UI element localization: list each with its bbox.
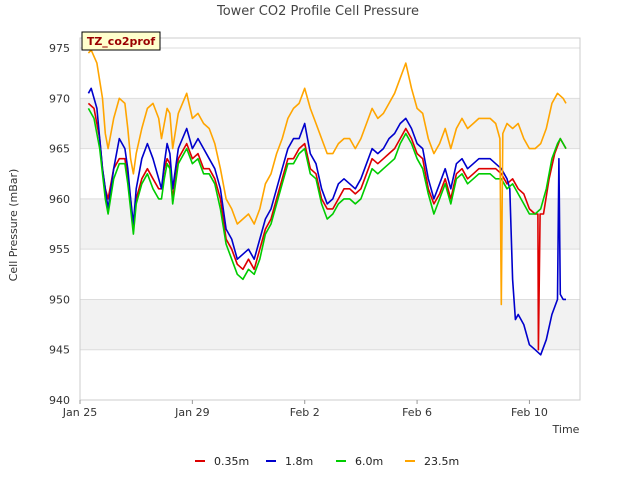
series-line-23-5m [87,49,567,306]
y-tick-label: 965 [49,143,70,156]
y-tick-label: 975 [49,42,70,55]
series-line-6-0m [87,108,567,281]
x-tick-label: Feb 10 [511,406,548,419]
legend-label: 1.8m [285,455,313,468]
x-tick-label: Feb 2 [290,406,320,419]
x-axis: Jan 25 Jan 29 Feb 2 Feb 6 Feb 10 [62,400,548,419]
x-tick-label: Jan 25 [62,406,97,419]
legend-label: 6.0m [355,455,383,468]
series-line-0-35m [87,102,567,351]
plot-area [79,37,581,401]
x-tick-label: Feb 6 [402,406,432,419]
band [80,198,580,250]
y-axis: 940 945 950 955 960 965 970 975 [49,42,70,407]
y-tick-label: 970 [49,92,70,105]
background-bands [80,98,580,350]
x-axis-title: Time [552,423,580,436]
legend-label: 0.35m [214,455,249,468]
y-tick-label: 960 [49,193,70,206]
y-tick-label: 955 [49,243,70,256]
grid-lines [80,47,580,401]
chart-title: Tower CO2 Profile Cell Pressure [216,4,419,19]
band [80,98,580,149]
y-tick-label: 945 [49,344,70,357]
site-tag-label: TZ_co2prof [87,35,156,48]
legend-label: 23.5m [424,455,459,468]
x-tick-label: Jan 29 [174,406,209,419]
band [80,299,580,350]
series-layer [87,49,567,356]
y-tick-label: 940 [49,394,70,407]
legend: 0.35m 1.8m 6.0m 23.5m [195,455,459,468]
y-tick-label: 950 [49,293,70,306]
y-axis-title: Cell Pressure (mBar) [7,169,20,282]
site-tag: TZ_co2prof [81,31,161,51]
